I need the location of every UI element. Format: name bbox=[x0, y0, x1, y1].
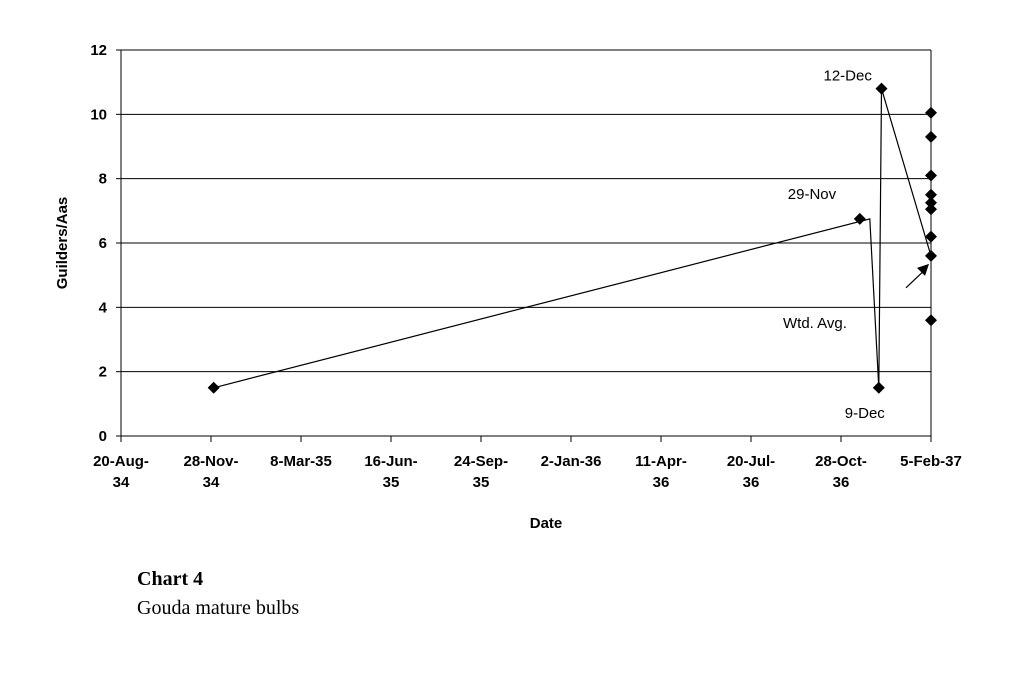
annotations: 29-Nov 9-Dec 12-Dec Wtd. Avg. bbox=[783, 68, 929, 422]
annotation-label: 29-Nov bbox=[788, 186, 837, 203]
x-tick-label-line: 36 bbox=[833, 474, 850, 491]
y-tick-label: 12 bbox=[90, 42, 107, 59]
x-tick-label: 5-Feb-37 bbox=[900, 453, 962, 470]
x-tick-label-line: 35 bbox=[473, 474, 490, 491]
x-tick-label: 24-Sep- 35 bbox=[454, 453, 508, 491]
annotation-label: 9-Dec bbox=[845, 405, 886, 422]
data-point bbox=[925, 249, 937, 262]
data-point bbox=[925, 230, 937, 243]
y-tick-labels: 0 2 4 6 8 10 12 bbox=[90, 42, 107, 445]
data-point bbox=[925, 314, 937, 327]
axes bbox=[116, 49, 932, 442]
y-tick-label: 10 bbox=[90, 106, 107, 123]
chart-caption-title: Chart 4 bbox=[137, 568, 204, 590]
x-tick-label-line: 20-Aug- bbox=[93, 453, 149, 470]
annotation-label: Wtd. Avg. bbox=[783, 315, 847, 332]
y-tick-label: 4 bbox=[99, 299, 108, 316]
series-line bbox=[213, 88, 932, 389]
x-tick-label-line: 35 bbox=[383, 474, 400, 491]
x-tick-label: 28-Nov- 34 bbox=[183, 453, 238, 491]
annotation-label: 12-Dec bbox=[824, 68, 873, 85]
x-tick-label-line: 28-Nov- bbox=[183, 453, 238, 470]
x-tick-label-line: 36 bbox=[653, 474, 670, 491]
y-axis-title: Guilders/Aas bbox=[54, 197, 71, 290]
wtd-avg-arrow-head bbox=[917, 263, 929, 276]
x-tick-label-line: 8-Mar-35 bbox=[270, 453, 332, 470]
data-points bbox=[207, 82, 937, 394]
x-tick-label-line: 24-Sep- bbox=[454, 453, 508, 470]
x-tick-label-line: 5-Feb-37 bbox=[900, 453, 962, 470]
data-point bbox=[925, 196, 937, 209]
data-point bbox=[925, 188, 937, 201]
x-tick-label: 8-Mar-35 bbox=[270, 453, 332, 470]
x-tick-label-line: 36 bbox=[743, 474, 760, 491]
x-tick-label-line: 11-Apr- bbox=[635, 453, 687, 470]
y-tick-label: 6 bbox=[99, 235, 107, 252]
x-tick-label: 20-Aug- 34 bbox=[93, 453, 149, 491]
data-point bbox=[925, 130, 937, 143]
x-tick-label-line: 28-Oct- bbox=[815, 453, 867, 470]
y-tick-label: 8 bbox=[99, 171, 107, 188]
x-tick-label: 11-Apr- 36 bbox=[635, 453, 687, 491]
x-tick-label: 2-Jan-36 bbox=[541, 453, 602, 470]
x-tick-label-line: 34 bbox=[203, 474, 220, 491]
chart-caption-subtitle: Gouda mature bulbs bbox=[137, 597, 300, 619]
y-tick-label: 0 bbox=[99, 428, 107, 445]
data-point bbox=[853, 212, 866, 225]
x-tick-label-line: 34 bbox=[113, 474, 130, 491]
x-tick-label-line: 20-Jul- bbox=[727, 453, 775, 470]
x-tick-label-line: 16-Jun- bbox=[364, 453, 417, 470]
data-point bbox=[875, 82, 888, 95]
x-tick-label: 16-Jun- 35 bbox=[364, 453, 417, 491]
series-lines bbox=[213, 88, 932, 389]
x-axis-title: Date bbox=[530, 515, 563, 532]
data-point bbox=[207, 381, 220, 394]
y-tick-label: 2 bbox=[99, 364, 107, 381]
data-point bbox=[925, 106, 937, 119]
x-tick-label: 28-Oct- 36 bbox=[815, 453, 867, 491]
x-tick-label-line: 2-Jan-36 bbox=[541, 453, 602, 470]
data-point bbox=[872, 381, 885, 394]
data-point bbox=[925, 169, 937, 182]
x-tick-label: 20-Jul- 36 bbox=[727, 453, 775, 491]
data-point bbox=[925, 203, 937, 216]
grid-lines bbox=[121, 49, 931, 373]
